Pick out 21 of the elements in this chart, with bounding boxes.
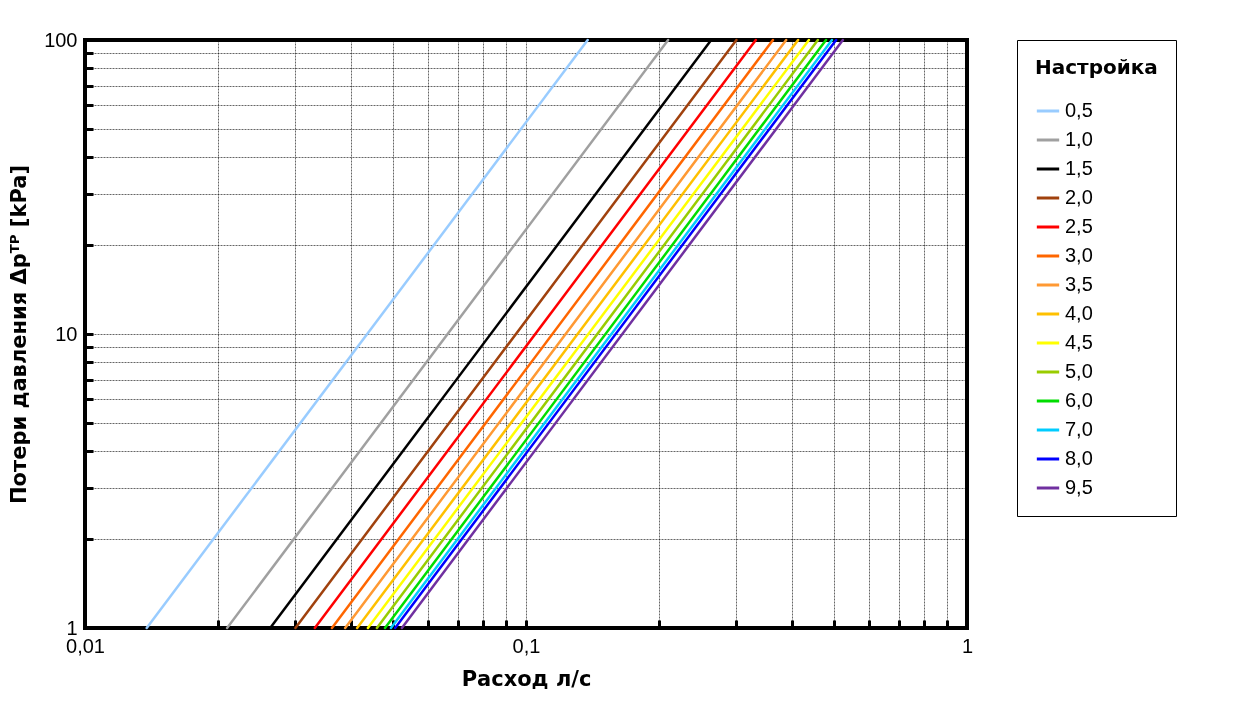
y-tick-label: 100: [44, 28, 78, 51]
legend-label: 3,5: [1065, 273, 1093, 295]
legend-label: 9,5: [1065, 476, 1093, 498]
x-tick-label: 0,1: [512, 634, 541, 657]
legend-label: 8,0: [1065, 447, 1093, 469]
legend-label: 4,0: [1065, 302, 1093, 324]
legend-label: 5,0: [1065, 360, 1093, 382]
x-axis-title: Расход л/с: [461, 666, 592, 691]
x-tick-label: 1: [961, 634, 974, 657]
legend-label: 4,5: [1065, 331, 1093, 353]
legend-label: 2,5: [1065, 215, 1093, 237]
legend-label: 7,0: [1065, 418, 1093, 440]
legend-label: 0,5: [1065, 99, 1093, 121]
legend-label: 2,0: [1065, 186, 1093, 208]
legend-title: Настройка: [1035, 55, 1158, 79]
legend-label: 6,0: [1065, 389, 1093, 411]
legend-label: 3,0: [1065, 244, 1093, 266]
y-axis-title: Потери давления Δpᵀᴾ [kPa]: [7, 164, 32, 505]
y-tick-label: 10: [55, 322, 78, 345]
legend-label: 1,5: [1065, 157, 1093, 179]
legend-label: 1,0: [1065, 128, 1093, 150]
